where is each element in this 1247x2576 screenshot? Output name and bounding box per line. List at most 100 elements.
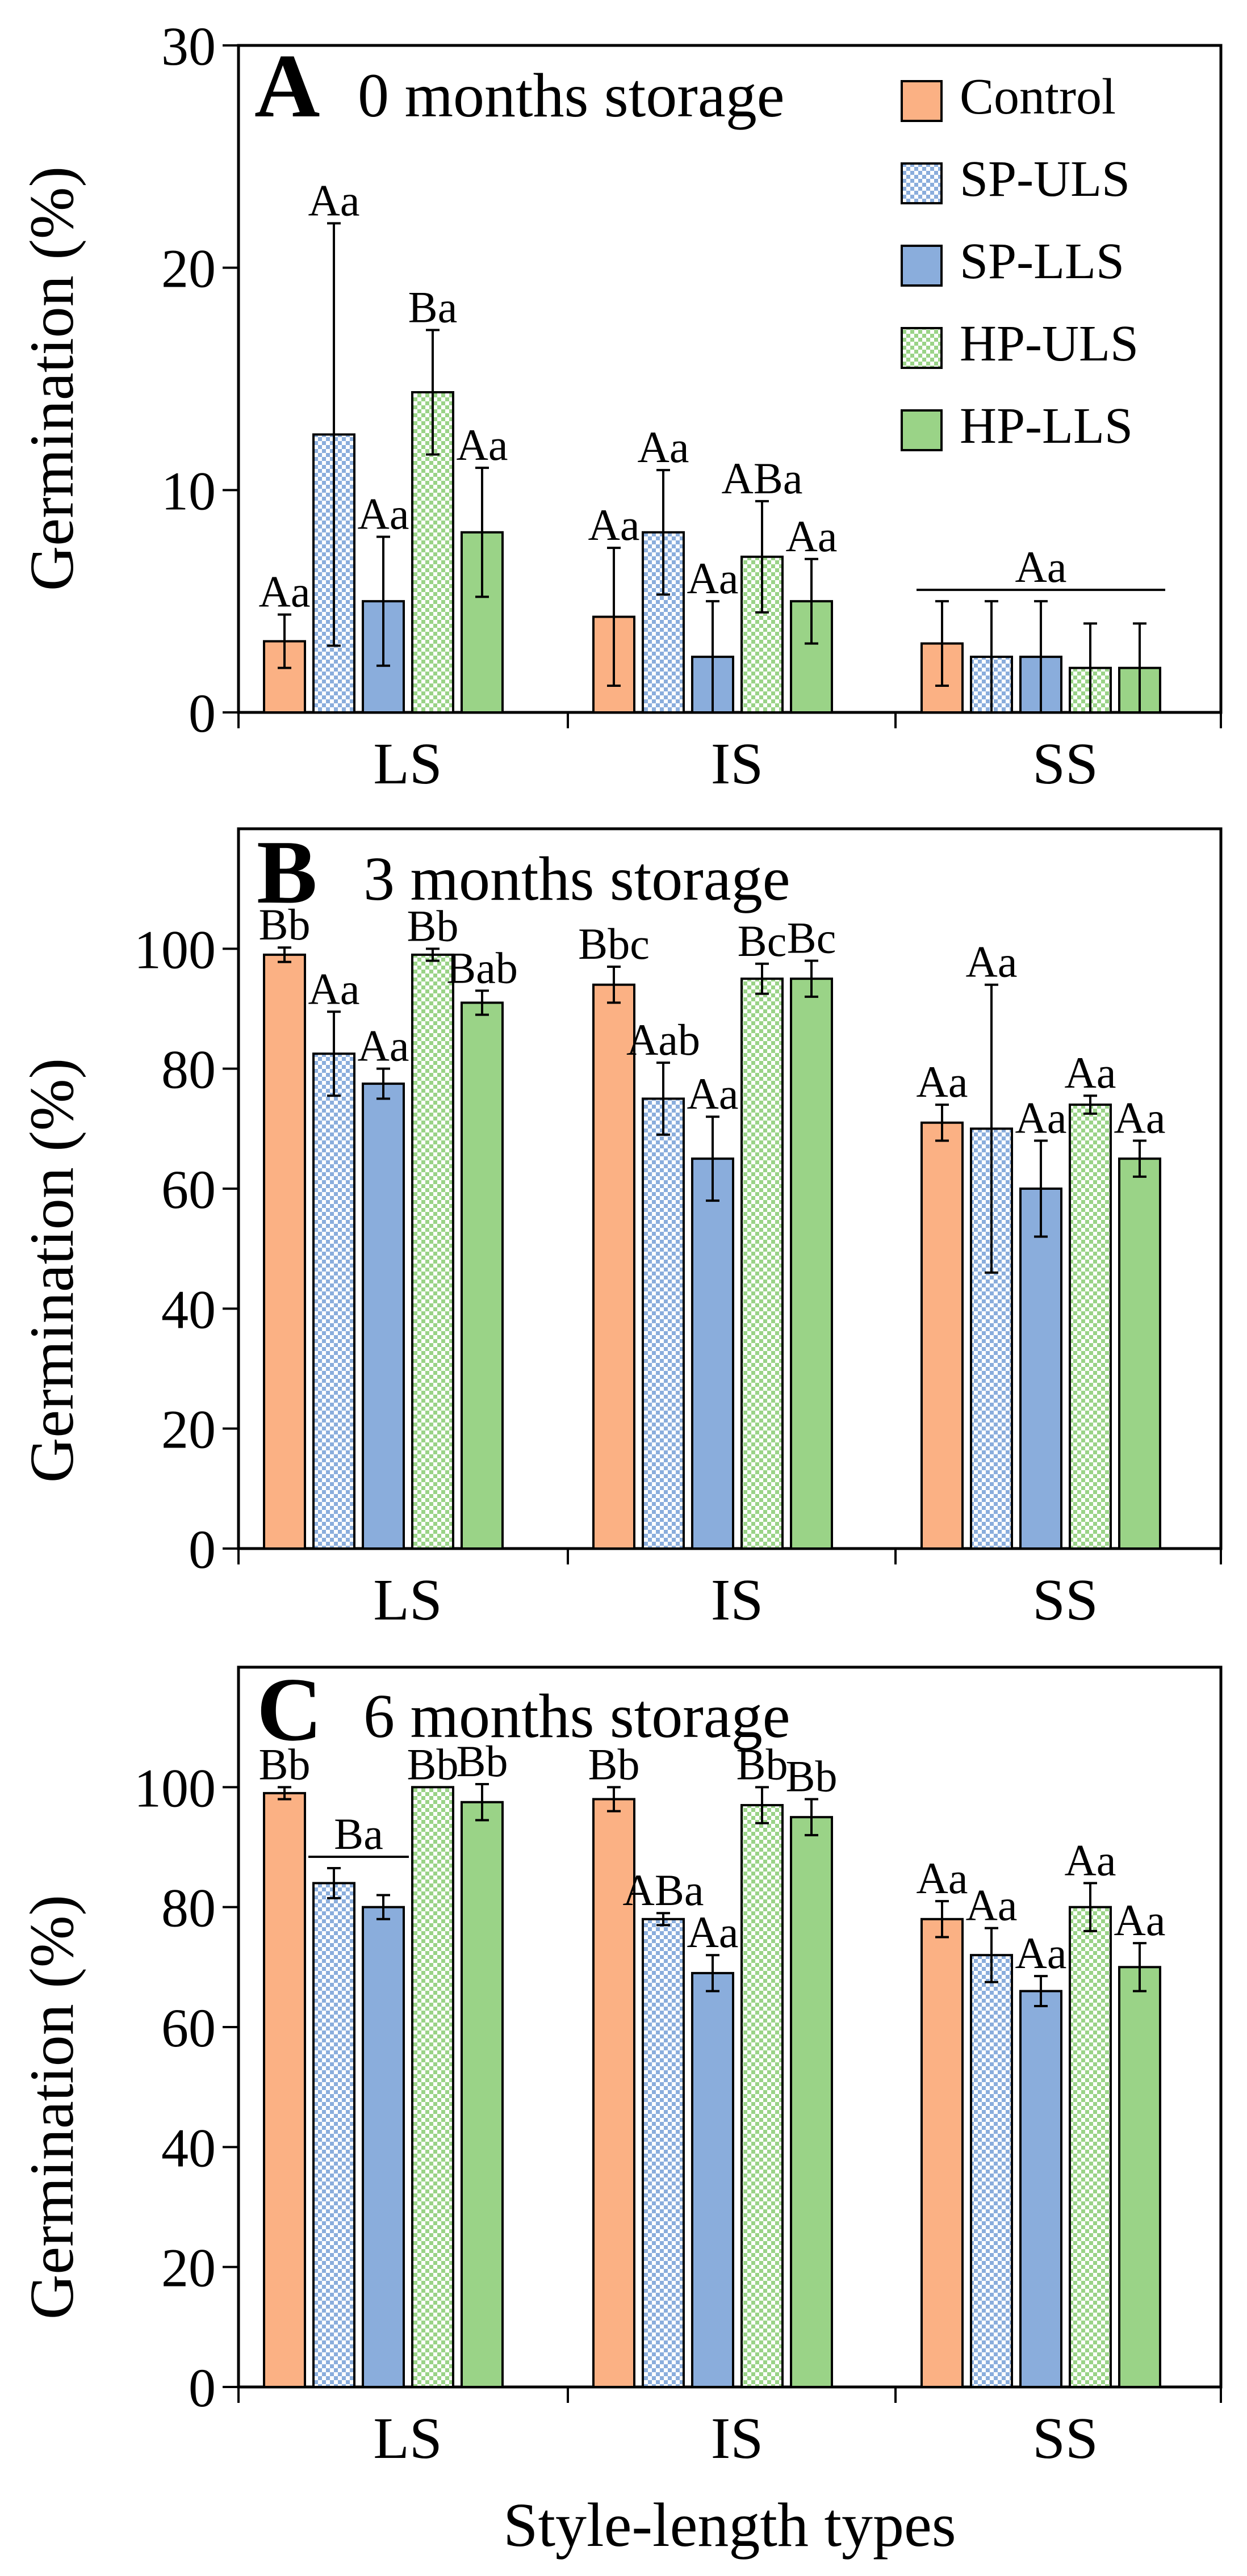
bar bbox=[312, 1052, 355, 1550]
significance-label: Aab bbox=[626, 1015, 700, 1064]
bar bbox=[263, 953, 306, 1550]
panel-b-title: 3 months storage bbox=[363, 844, 790, 913]
y-tick-label: 40 bbox=[161, 1279, 216, 1340]
y-tick-label: 40 bbox=[161, 2117, 216, 2178]
bar bbox=[461, 1801, 504, 2388]
bar bbox=[691, 1157, 734, 1550]
y-tick-label: 20 bbox=[161, 2238, 216, 2298]
legend-swatch-control bbox=[901, 80, 943, 122]
bar bbox=[970, 1954, 1013, 2388]
bar bbox=[920, 1121, 964, 1550]
significance-label: Bb bbox=[407, 1739, 458, 1789]
significance-label: Bb bbox=[588, 1739, 639, 1789]
bar bbox=[740, 977, 784, 1550]
bar bbox=[312, 1882, 355, 2388]
significance-label: ABa bbox=[722, 454, 803, 503]
bar bbox=[592, 983, 635, 1550]
panel-b: B 3 months storage Germination (%) 0 20 40… bbox=[17, 821, 1223, 1633]
legend: Control SP-ULS SP-LLS HP-ULS HP-LLS bbox=[901, 69, 1139, 454]
x-category-label: LS bbox=[373, 731, 442, 796]
significance-label: Aa bbox=[1015, 1928, 1067, 1978]
significance-label: Aa bbox=[1114, 1093, 1166, 1142]
significance-label: Aa bbox=[588, 500, 640, 549]
bar bbox=[1118, 1966, 1161, 2388]
y-tick-label: 80 bbox=[161, 1878, 216, 1939]
significance-label: Bc bbox=[738, 916, 787, 966]
significance-label: Aa bbox=[966, 937, 1018, 987]
legend-label-hp-lls: HP-LLS bbox=[960, 398, 1133, 454]
significance-label: Aa bbox=[786, 511, 838, 561]
y-tick-label: 60 bbox=[161, 1998, 216, 2058]
bar bbox=[411, 953, 454, 1550]
bar bbox=[461, 1001, 504, 1550]
legend-swatch-sp-lls bbox=[901, 245, 943, 287]
bar bbox=[642, 1097, 685, 1550]
y-tick-label: 80 bbox=[161, 1039, 216, 1100]
significance-label: Aa bbox=[917, 1853, 968, 1903]
significance-label: Aa bbox=[1015, 1093, 1067, 1142]
significance-label: Aa bbox=[1065, 1835, 1116, 1885]
significance-label: Bc bbox=[787, 913, 836, 962]
x-category-label: SS bbox=[1032, 2406, 1098, 2471]
x-category-label: SS bbox=[1032, 731, 1098, 796]
x-axis-title: Style-length types bbox=[503, 2490, 956, 2560]
y-tick-label: 60 bbox=[161, 1159, 216, 1220]
bar bbox=[642, 1918, 685, 2389]
panel-a-ylabel: Germination (%) bbox=[17, 166, 86, 591]
bar bbox=[263, 1792, 306, 2388]
significance-label: Aa bbox=[687, 1907, 739, 1957]
bar bbox=[790, 1816, 833, 2389]
legend-swatch-hp-uls bbox=[901, 327, 943, 369]
significance-label: Bb bbox=[736, 1739, 788, 1789]
y-tick-label: 30 bbox=[161, 16, 216, 77]
x-category-label: IS bbox=[711, 2406, 763, 2471]
y-tick-label: 10 bbox=[161, 460, 216, 521]
y-tick-label: 100 bbox=[134, 1757, 216, 1818]
panel-c-title: 6 months storage bbox=[363, 1681, 790, 1751]
y-tick-label: 0 bbox=[189, 2357, 216, 2418]
y-tick-label: 100 bbox=[134, 919, 216, 980]
significance-label: Aa bbox=[358, 489, 409, 539]
panel-b-ylabel: Germination (%) bbox=[17, 1058, 86, 1483]
x-category-label: IS bbox=[711, 731, 763, 796]
y-tick-label: 20 bbox=[161, 1399, 216, 1460]
legend-label-hp-uls: HP-ULS bbox=[960, 316, 1139, 372]
panel-c-letter: C bbox=[257, 1659, 323, 1760]
legend-swatch-hp-lls bbox=[901, 409, 943, 451]
significance-label: Aa bbox=[1065, 1048, 1116, 1097]
legend-swatch-sp-uls bbox=[901, 162, 943, 204]
significance-label: Bb bbox=[785, 1751, 837, 1801]
significance-label: Aa bbox=[259, 567, 311, 616]
panel-c: C 6 months storage Germination (%) 0 20 40… bbox=[17, 1659, 1223, 2471]
panel-a-plot: 0 10 20 30 LS IS SS Aa Aa Aa Aa Aa Aa Ba ABa Aa Aa Aa bbox=[161, 16, 1222, 796]
bar bbox=[1118, 1157, 1161, 1550]
panel-a: A 0 months storage Germination (%) 0 10 20… bbox=[17, 16, 1223, 796]
bar bbox=[920, 1918, 964, 2389]
x-category-label: IS bbox=[711, 1567, 763, 1633]
significance-label: Bb bbox=[258, 900, 310, 949]
x-category-label: SS bbox=[1032, 1567, 1098, 1633]
legend-label-sp-lls: SP-LLS bbox=[960, 233, 1124, 290]
panel-b-letter: B bbox=[257, 821, 317, 922]
bar bbox=[1019, 1990, 1062, 2389]
bar bbox=[1019, 1188, 1062, 1550]
significance-label: Bb bbox=[456, 1736, 508, 1786]
significance-label: Aa bbox=[687, 553, 739, 603]
significance-label: Aa bbox=[308, 964, 360, 1013]
panel-c-ylabel: Germination (%) bbox=[17, 1895, 86, 2319]
group-significance-label: Ba bbox=[334, 1809, 383, 1858]
bar bbox=[790, 977, 833, 1550]
y-tick-label: 20 bbox=[161, 238, 216, 299]
significance-label: Aa bbox=[966, 1881, 1018, 1930]
significance-label: Aa bbox=[457, 420, 508, 469]
significance-label: Bab bbox=[446, 943, 518, 992]
legend-label-control: Control bbox=[960, 69, 1116, 125]
significance-label: Bb bbox=[407, 901, 458, 950]
significance-label: Aa bbox=[308, 175, 360, 225]
significance-label: Aa bbox=[638, 422, 689, 472]
y-tick-label: 0 bbox=[189, 1519, 216, 1580]
significance-label: Aa bbox=[687, 1069, 739, 1118]
